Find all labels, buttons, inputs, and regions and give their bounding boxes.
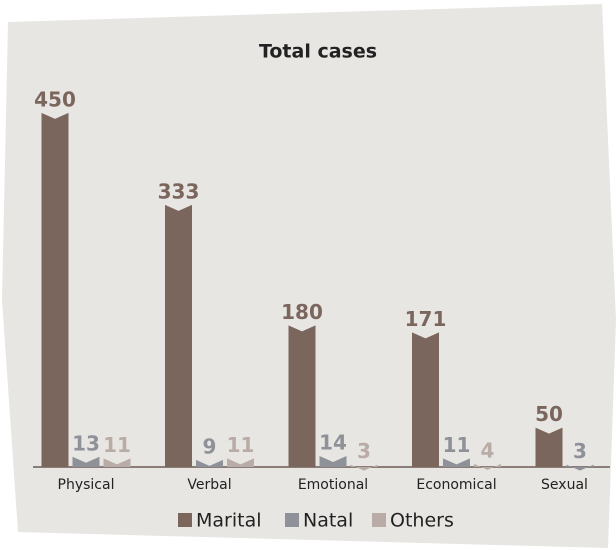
bar [288,325,316,467]
bar [443,458,470,467]
legend-swatch [178,513,192,527]
value-label: 11 [227,433,255,457]
legend-label: Others [390,510,454,532]
bar [196,459,223,467]
value-label: 11 [103,433,131,457]
bar [566,464,594,471]
bar [165,204,192,467]
bar [41,112,69,467]
background [2,4,616,548]
value-label: 11 [443,433,471,457]
value-label: 13 [72,431,100,455]
value-label: 333 [158,179,200,203]
bar [412,332,439,467]
bar [474,463,501,470]
bar [72,456,100,467]
x-tick-label: Physical [58,477,115,493]
x-tick-label: Sexual [541,477,588,493]
value-label: 3 [357,439,371,463]
x-tick-label: Verbal [187,477,231,493]
x-tick-label: Economical [416,477,496,493]
bar [350,464,378,471]
legend-label: Natal [303,510,353,532]
value-label: 171 [405,307,447,331]
value-label: 450 [34,87,76,111]
value-label: 50 [535,402,563,426]
legend-label: Marital [196,510,262,532]
value-label: 14 [319,430,347,454]
value-label: 180 [281,300,323,324]
bar [319,455,347,467]
value-label: 9 [203,434,217,458]
legend-swatch [372,513,386,527]
x-tick-label: Emotional [298,477,368,493]
bar [103,458,131,467]
chart-title: Total cases [259,41,377,63]
value-label: 4 [481,438,495,462]
value-label: 3 [573,439,587,463]
bar [535,427,563,467]
legend-swatch [285,513,299,527]
bar [227,458,254,467]
